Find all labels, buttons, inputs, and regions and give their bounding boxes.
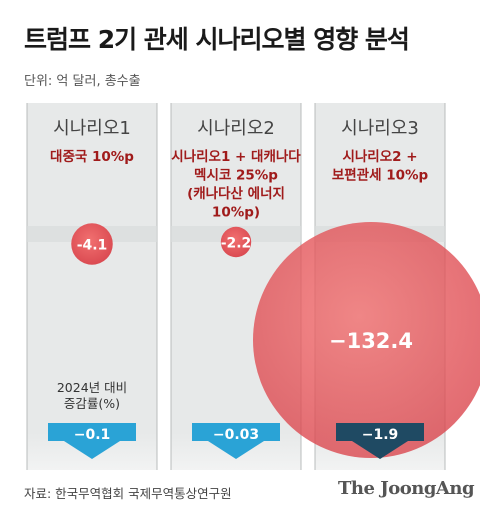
brand-logo: The JoongAng xyxy=(338,478,475,499)
page-title: 트럼프 2기 관세 시나리오별 영향 분석 xyxy=(24,25,410,54)
impact-bubble xyxy=(253,222,480,458)
growth-rate-arrow xyxy=(192,423,280,459)
scenario-header: 시나리오2 xyxy=(197,118,275,139)
growth-rate-arrow xyxy=(336,423,424,459)
scenario-header: 시나리오3 xyxy=(341,118,419,139)
growth-rate-arrow xyxy=(48,423,136,459)
growth-rate-label: −0.1 xyxy=(74,427,111,443)
impact-bubble xyxy=(220,226,252,258)
growth-rate-note: 증감률(%) xyxy=(64,396,120,411)
impact-bubble xyxy=(71,223,113,265)
scenario-description: 대중국 10%p xyxy=(50,149,134,165)
impact-value-label: −132.4 xyxy=(329,329,413,353)
impact-value-label: -4.1 xyxy=(77,237,108,253)
scenario-description: 보편관세 10%p xyxy=(332,167,429,184)
scenario-panel xyxy=(27,103,157,470)
scenario-description: 10%p) xyxy=(212,205,260,221)
unit-label: 단위: 억 달러, 총수출 xyxy=(24,74,141,89)
growth-rate-note: 2024년 대비 xyxy=(57,380,127,395)
scenario-description: 시나리오1 + 대캐나다 xyxy=(171,149,301,165)
scenario-header: 시나리오1 xyxy=(53,118,131,139)
impact-value-label: -2.2 xyxy=(221,235,252,251)
scenario-description: (캐나다산 에너지 xyxy=(187,185,285,202)
scenario-description: 시나리오2 + xyxy=(342,149,417,165)
growth-rate-label: −0.03 xyxy=(213,427,259,443)
source-note: 자료: 한국무역협회 국제무역통상연구원 xyxy=(24,486,232,501)
scenario-description: 멕시코 25%p xyxy=(194,167,278,184)
growth-rate-label: −1.9 xyxy=(362,427,399,443)
